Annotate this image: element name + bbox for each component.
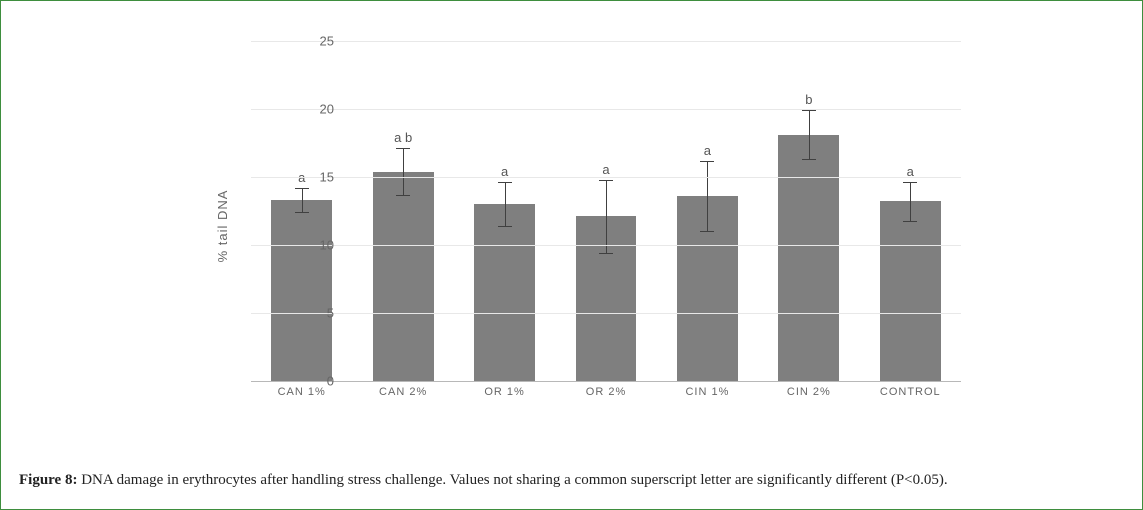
- x-tick-label: OR 1%: [484, 386, 524, 398]
- y-tick-label: 5: [304, 306, 334, 321]
- error-bar: [910, 182, 911, 220]
- figure-caption-text: DNA damage in erythrocytes after handlin…: [81, 472, 947, 488]
- error-cap: [498, 226, 512, 227]
- error-bar: [606, 180, 607, 253]
- chart-area: % tail DNA aa baaaba 0510152025CAN 1%CAN…: [176, 31, 976, 421]
- error-bar: [707, 161, 708, 232]
- error-cap: [396, 148, 410, 149]
- plot-region: aa baaaba: [251, 41, 961, 382]
- error-cap: [903, 221, 917, 222]
- bar-annotation: a b: [394, 130, 412, 145]
- error-cap: [802, 159, 816, 160]
- bar: [474, 204, 535, 381]
- bar-annotation: a: [704, 143, 711, 158]
- x-tick-label: CAN 1%: [278, 386, 326, 398]
- x-tick-label: CAN 2%: [379, 386, 427, 398]
- grid-line: [251, 313, 961, 314]
- grid-line: [251, 41, 961, 42]
- y-tick-label: 15: [304, 170, 334, 185]
- y-axis-label: % tail DNA: [215, 190, 230, 263]
- error-cap: [498, 182, 512, 183]
- figure-container: % tail DNA aa baaaba 0510152025CAN 1%CAN…: [0, 0, 1143, 510]
- error-bar: [505, 182, 506, 226]
- figure-caption: Figure 8: DNA damage in erythrocytes aft…: [19, 470, 1124, 491]
- grid-line: [251, 245, 961, 246]
- error-bar: [302, 188, 303, 212]
- error-cap: [396, 195, 410, 196]
- grid-line: [251, 177, 961, 178]
- error-bar: [403, 148, 404, 194]
- x-tick-label: OR 2%: [586, 386, 626, 398]
- error-cap: [295, 212, 309, 213]
- bar-annotation: b: [805, 92, 812, 107]
- error-cap: [700, 161, 714, 162]
- bars-group: aa baaaba: [251, 41, 961, 381]
- x-tick-label: CIN 1%: [685, 386, 729, 398]
- error-cap: [802, 110, 816, 111]
- error-cap: [295, 188, 309, 189]
- error-cap: [700, 231, 714, 232]
- x-tick-label: CIN 2%: [787, 386, 831, 398]
- error-cap: [599, 180, 613, 181]
- bar: [373, 172, 434, 381]
- error-cap: [599, 253, 613, 254]
- grid-line: [251, 109, 961, 110]
- figure-caption-label: Figure 8:: [19, 472, 77, 488]
- bar: [271, 200, 332, 381]
- error-bar: [809, 110, 810, 159]
- y-tick-label: 10: [304, 238, 334, 253]
- bar-annotation: a: [602, 162, 609, 177]
- bar: [880, 201, 941, 381]
- x-tick-label: CONTROL: [880, 386, 941, 398]
- bar: [778, 135, 839, 381]
- y-tick-label: 20: [304, 102, 334, 117]
- y-tick-label: 25: [304, 34, 334, 49]
- error-cap: [903, 182, 917, 183]
